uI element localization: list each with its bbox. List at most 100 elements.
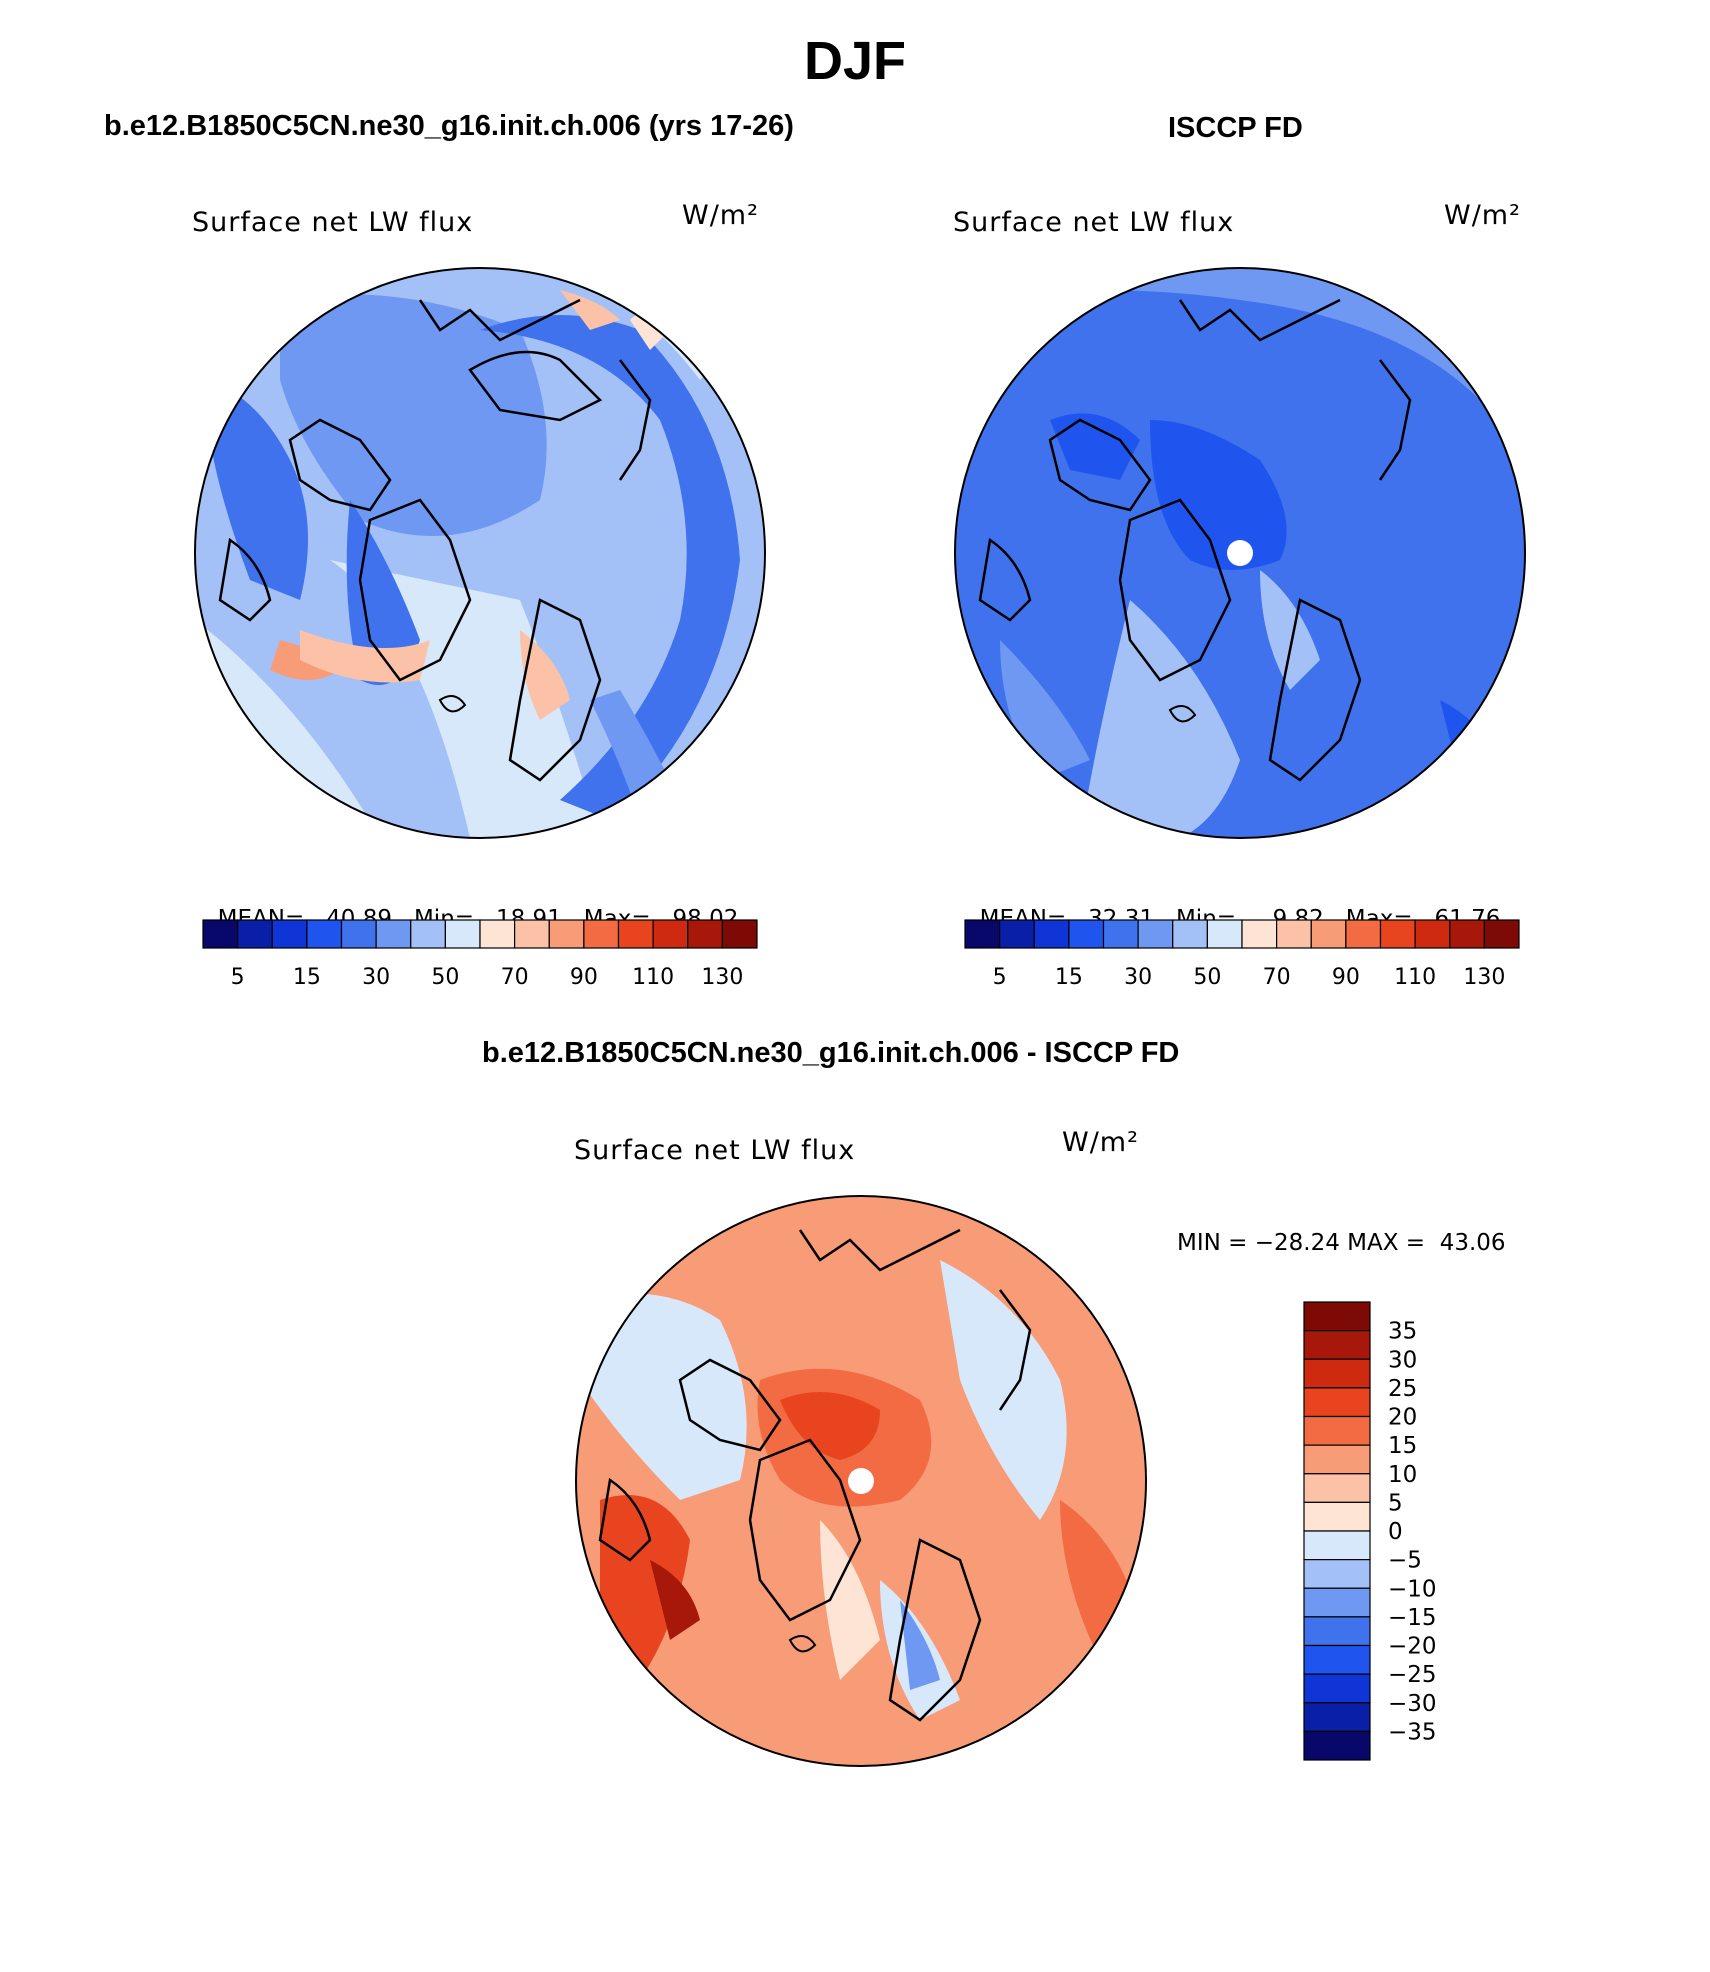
map-boundary-model [194,267,766,839]
colorbar-tick-label: −25 [1388,1662,1437,1688]
colorbar-tick-label: 130 [701,965,743,990]
map-boundary-diff [575,1195,1147,1767]
panel-title-model: b.e12.B1850C5CN.ne30_g16.init.ch.006 (yr… [104,110,794,142]
units-label-model: W/m² [682,200,759,231]
pole-hole [1227,540,1253,566]
colorbar-tick-label: 70 [1263,965,1291,990]
colorbar-tick-label: 35 [1388,1319,1417,1345]
colorbar-swatch [479,919,516,949]
colorbar-swatch [1303,1530,1371,1561]
variable-label-model: Surface net LW flux [192,207,474,238]
colorbar-tick-label: −15 [1388,1605,1437,1631]
colorbar-obs: 5 15 30 50 70 90 110 130 [964,919,1520,990]
colorbar-model: 5 15 30 50 70 90 110 130 [202,919,758,990]
colorbar-swatch [1303,1387,1371,1418]
minmax-diff: MIN = −28.24 MAX = 43.06 [1177,1230,1506,1256]
colorbar-tick-label: 15 [1388,1433,1417,1459]
colorbar-tick-label: −35 [1388,1719,1437,1745]
colorbar-swatch [1303,1616,1371,1647]
colorbar-swatch [721,919,758,949]
colorbar-swatch [1303,1673,1371,1704]
variable-label-diff: Surface net LW flux [574,1135,856,1166]
colorbar-tick-label: −5 [1388,1548,1422,1574]
colorbar-swatch [1206,919,1243,949]
colorbar-swatch [410,919,446,949]
colorbar-swatch [1303,1301,1371,1332]
colorbar-swatch [583,919,620,949]
map-diff [576,1196,1146,1766]
colorbar-swatch [1303,1501,1371,1532]
colorbar-swatch [1345,919,1382,949]
colorbar-tick-label: −30 [1388,1691,1437,1717]
colorbar-swatch [340,919,377,949]
colorbar-swatch [1303,1587,1371,1618]
colorbar-tick-label: 90 [570,965,598,990]
colorbar-tick-label: 130 [1463,965,1505,990]
colorbar-swatch [1303,1444,1371,1475]
colorbar-tick-label: 30 [362,965,390,990]
colorbar-swatch [514,919,550,949]
colorbar-swatch [1303,1730,1371,1761]
colorbar-swatch [1241,919,1278,949]
colorbar-tick-label: 90 [1332,965,1360,990]
colorbar-swatch [1414,919,1451,949]
colorbar-tick-label: 0 [1388,1519,1403,1545]
units-label-obs: W/m² [1444,200,1521,231]
colorbar-tick-label: 10 [1388,1462,1417,1488]
colorbar-swatch [1379,919,1416,949]
colorbar-tick-label: 70 [501,965,529,990]
colorbar-swatch [444,919,481,949]
colorbar-tick-label: 50 [1193,965,1221,990]
colorbar-swatch [202,919,239,949]
panel-title-obs: ISCCP FD [1168,112,1303,144]
colorbar-tick-label: 50 [431,965,459,990]
colorbar-swatch [548,919,585,949]
colorbar-swatch [1102,919,1139,949]
colorbar-tick-label: −20 [1388,1634,1437,1660]
colorbar-tick-label: 20 [1388,1405,1417,1431]
colorbar-tick-label: 5 [231,965,245,990]
colorbar-swatch [687,919,723,949]
map-boundary-obs [954,267,1526,839]
colorbar-tick-label: 30 [1388,1347,1417,1373]
colorbar-swatch [999,919,1035,949]
colorbar-swatch [1303,1330,1371,1360]
colorbar-tick-label: 25 [1388,1376,1417,1402]
colorbar-swatch [1310,919,1347,949]
colorbar-swatch [1172,919,1208,949]
colorbar-swatch [1137,919,1174,949]
figure-title: DJF [803,31,906,91]
colorbar-tick-label: 5 [993,965,1007,990]
units-label-diff: W/m² [1062,1127,1139,1158]
colorbar-swatch [1449,919,1485,949]
colorbar-swatch [1276,919,1312,949]
colorbar-tick-label: −10 [1388,1576,1437,1602]
colorbar-swatch [1068,919,1105,949]
colorbar-swatch [1033,919,1070,949]
colorbar-swatch [1303,1644,1371,1675]
colorbar-swatch [237,919,273,949]
variable-label-obs: Surface net LW flux [953,207,1235,238]
colorbar-tick-label: 15 [1055,965,1083,990]
colorbar-swatch [652,919,689,949]
colorbar-tick-label: 15 [293,965,321,990]
pole-hole [848,1468,874,1494]
panel-title-diff: b.e12.B1850C5CN.ne30_g16.init.ch.006 - I… [482,1037,1180,1069]
colorbar-swatch [964,919,1001,949]
colorbar-swatch [306,919,343,949]
colorbar-swatch [617,919,654,949]
colorbar-swatch [1303,1415,1371,1446]
colorbar-swatch [375,919,412,949]
colorbar-swatch [1303,1358,1371,1389]
colorbar-tick-label: 110 [632,965,674,990]
colorbar-tick-label: 30 [1124,965,1152,990]
colorbar-swatch [271,919,308,949]
colorbar-tick-label: 5 [1388,1490,1403,1516]
colorbar-swatch [1483,919,1520,949]
colorbar-swatch [1303,1473,1371,1503]
colorbar-swatch [1303,1702,1371,1732]
colorbar-swatch [1303,1559,1371,1589]
colorbar-tick-label: 110 [1394,965,1436,990]
